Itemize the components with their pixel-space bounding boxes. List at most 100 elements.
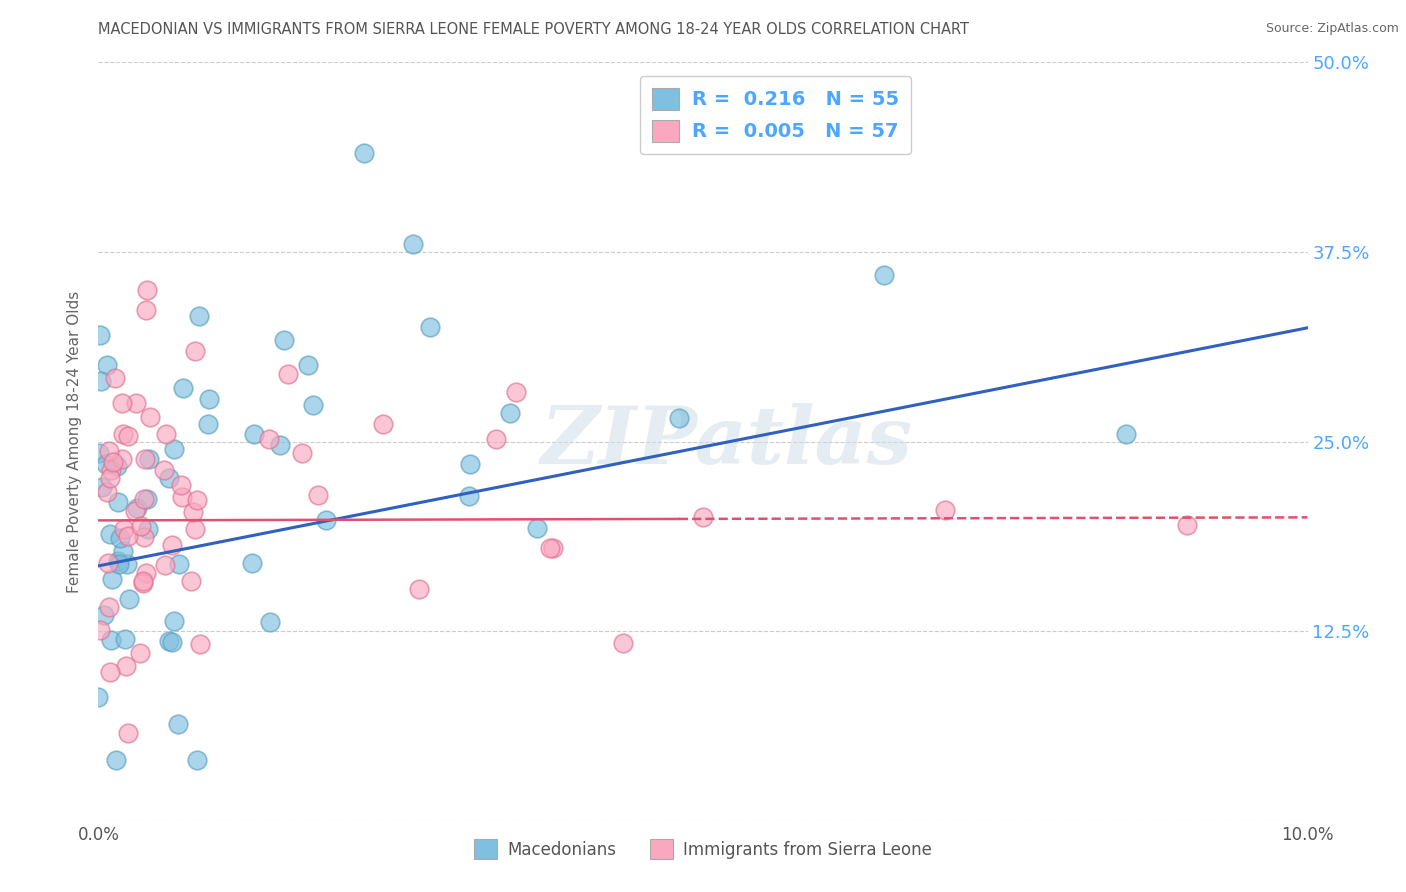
Point xyxy=(118,592,141,607)
Point xyxy=(98,665,121,679)
Point xyxy=(197,417,219,431)
Point xyxy=(692,510,714,524)
Point xyxy=(153,463,176,477)
Point xyxy=(373,417,395,431)
Point xyxy=(184,522,207,536)
Point xyxy=(107,557,129,571)
Point xyxy=(257,432,280,446)
Point xyxy=(153,558,176,572)
Point xyxy=(157,471,180,485)
Point xyxy=(1175,517,1198,532)
Point xyxy=(124,504,146,518)
Legend: Macedonians, Immigrants from Sierra Leone: Macedonians, Immigrants from Sierra Leon… xyxy=(467,833,939,865)
Point xyxy=(114,632,136,646)
Point xyxy=(100,572,122,586)
Point xyxy=(538,541,561,556)
Point xyxy=(170,478,193,492)
Y-axis label: Female Poverty Among 18-24 Year Olds: Female Poverty Among 18-24 Year Olds xyxy=(67,291,83,592)
Text: Source: ZipAtlas.com: Source: ZipAtlas.com xyxy=(1265,22,1399,36)
Point xyxy=(170,490,193,504)
Point xyxy=(111,452,134,467)
Point xyxy=(526,521,548,535)
Point xyxy=(89,328,111,343)
Point xyxy=(135,302,157,317)
Point xyxy=(1115,427,1137,442)
Point xyxy=(297,358,319,372)
Point xyxy=(93,608,115,623)
Point xyxy=(419,320,441,334)
Point xyxy=(134,452,156,467)
Point xyxy=(163,614,186,628)
Point xyxy=(129,646,152,660)
Point xyxy=(269,438,291,452)
Point xyxy=(499,406,522,420)
Point xyxy=(485,432,508,446)
Point xyxy=(273,333,295,347)
Point xyxy=(458,489,481,503)
Point xyxy=(157,634,180,648)
Point xyxy=(873,268,896,282)
Point xyxy=(155,426,177,441)
Point xyxy=(114,659,136,673)
Point xyxy=(100,462,122,476)
Point xyxy=(180,574,202,588)
Point xyxy=(132,574,155,588)
Text: ZIPatlas: ZIPatlas xyxy=(541,403,914,480)
Point xyxy=(188,309,211,323)
Point xyxy=(117,529,139,543)
Point xyxy=(315,513,337,527)
Point xyxy=(307,488,329,502)
Point xyxy=(107,554,129,568)
Point xyxy=(138,451,160,466)
Point xyxy=(198,392,221,407)
Point xyxy=(186,753,208,767)
Point xyxy=(111,544,134,558)
Point xyxy=(89,623,111,637)
Point xyxy=(934,503,956,517)
Point xyxy=(117,557,139,571)
Point xyxy=(87,690,110,704)
Point xyxy=(96,359,118,373)
Point xyxy=(163,442,186,457)
Point xyxy=(353,146,375,161)
Point xyxy=(505,385,527,400)
Point xyxy=(135,283,157,297)
Point xyxy=(240,556,263,570)
Point xyxy=(612,636,634,650)
Point xyxy=(97,556,120,570)
Point xyxy=(97,444,120,458)
Point xyxy=(188,637,211,651)
Point xyxy=(167,717,190,731)
Point xyxy=(408,582,430,597)
Point xyxy=(136,522,159,536)
Point xyxy=(135,492,157,507)
Point xyxy=(162,539,184,553)
Point xyxy=(184,343,207,358)
Point xyxy=(132,530,155,544)
Point xyxy=(458,458,481,472)
Point xyxy=(242,427,264,442)
Point xyxy=(186,492,208,507)
Point xyxy=(668,411,690,425)
Point xyxy=(117,726,139,740)
Point xyxy=(169,558,191,572)
Point xyxy=(100,633,122,648)
Point xyxy=(108,531,131,545)
Point xyxy=(104,370,127,384)
Point xyxy=(87,446,110,460)
Point xyxy=(125,396,148,410)
Point xyxy=(98,471,121,485)
Point xyxy=(112,522,135,536)
Point xyxy=(139,409,162,424)
Point xyxy=(541,541,564,556)
Point xyxy=(117,429,139,443)
Point xyxy=(125,501,148,516)
Point xyxy=(172,381,194,395)
Text: MACEDONIAN VS IMMIGRANTS FROM SIERRA LEONE FEMALE POVERTY AMONG 18-24 YEAR OLDS : MACEDONIAN VS IMMIGRANTS FROM SIERRA LEO… xyxy=(98,22,969,37)
Point xyxy=(91,480,114,494)
Point xyxy=(277,367,299,381)
Point xyxy=(98,599,121,614)
Point xyxy=(132,491,155,506)
Point xyxy=(162,635,184,649)
Point xyxy=(135,566,157,581)
